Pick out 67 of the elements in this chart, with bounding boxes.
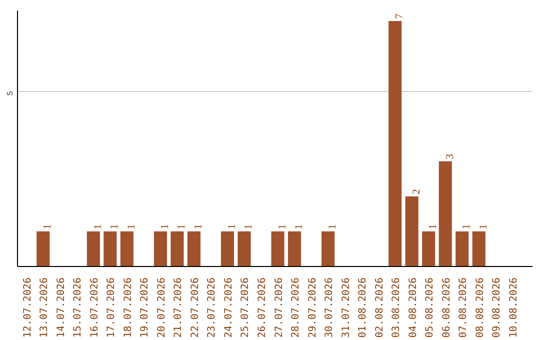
- bar: [104, 231, 117, 266]
- bar: [388, 21, 402, 266]
- bar: [120, 231, 134, 266]
- x-tick-label: 17.07.2026: [106, 277, 118, 338]
- data-label: 1: [478, 224, 490, 230]
- data-label: 1: [92, 224, 104, 230]
- data-label: 7: [394, 13, 406, 20]
- data-label: 1: [294, 224, 306, 230]
- data-label: 2: [411, 189, 422, 194]
- data-label: 1: [428, 224, 440, 230]
- data-label: 1: [244, 224, 255, 230]
- bar: [288, 231, 302, 266]
- x-tick-label: 04.08.2026: [408, 277, 419, 338]
- x-tick-label: 20.07.2026: [156, 277, 168, 338]
- bar: [154, 231, 167, 266]
- x-tick-label: 09.08.2026: [492, 277, 503, 338]
- x-tick-label: 06.08.2026: [441, 277, 452, 338]
- x-tick-label: 15.07.2026: [72, 277, 84, 338]
- bar: [86, 231, 100, 266]
- x-tick-label: 26.07.2026: [257, 277, 268, 338]
- x-tick-label: 24.07.2026: [223, 277, 234, 338]
- x-tick-label: 19.07.2026: [140, 277, 151, 338]
- x-tick-label: 08.08.2026: [474, 277, 486, 338]
- x-tick-label: 10.08.2026: [508, 277, 520, 338]
- bar: [438, 161, 452, 266]
- x-tick-label: 23.07.2026: [206, 277, 218, 338]
- data-label: 1: [160, 224, 171, 230]
- data-label: 1: [176, 224, 188, 230]
- x-tick-label: 14.07.2026: [56, 277, 67, 338]
- bar: [472, 231, 486, 266]
- bar: [271, 231, 284, 266]
- x-tick-label: 16.07.2026: [89, 277, 100, 338]
- bar: [36, 231, 50, 266]
- x-tick-label: 13.07.2026: [39, 277, 50, 338]
- data-label: 1: [193, 224, 204, 230]
- data-label: 1: [42, 224, 54, 230]
- x-tick-label: 28.07.2026: [290, 277, 302, 338]
- x-tick-label: 01.08.2026: [358, 277, 369, 338]
- x-tick-label: 25.07.2026: [240, 277, 252, 338]
- bar: [220, 231, 234, 266]
- bar: [170, 231, 184, 266]
- x-tick-label: 27.07.2026: [274, 277, 285, 338]
- data-label: 3: [444, 154, 456, 160]
- y-tick-label: 5: [6, 90, 14, 96]
- data-label: 1: [226, 224, 238, 230]
- data-label: 1: [277, 224, 288, 230]
- bar: [322, 231, 335, 266]
- x-tick-label: 31.07.2026: [340, 277, 352, 338]
- x-tick-label: 29.07.2026: [307, 277, 318, 338]
- x-tick-label: 30.07.2026: [324, 277, 336, 338]
- x-tick-label: 02.08.2026: [374, 277, 386, 338]
- bar: [405, 196, 418, 266]
- bar: [238, 231, 251, 266]
- x-tick-label: 03.08.2026: [391, 277, 402, 338]
- x-tick-label: 07.08.2026: [458, 277, 470, 338]
- bar: [422, 231, 436, 266]
- x-tick-label: 22.07.2026: [190, 277, 201, 338]
- x-tick-label: 05.08.2026: [424, 277, 436, 338]
- bar: [456, 231, 469, 266]
- data-label: 1: [328, 224, 339, 230]
- data-label: 1: [110, 224, 121, 230]
- data-label: 1: [462, 224, 473, 230]
- data-label: 1: [126, 224, 138, 230]
- x-tick-label: 21.07.2026: [173, 277, 184, 338]
- bar: [187, 231, 201, 266]
- x-tick-label: 18.07.2026: [122, 277, 134, 338]
- x-tick-label: 12.07.2026: [22, 277, 34, 338]
